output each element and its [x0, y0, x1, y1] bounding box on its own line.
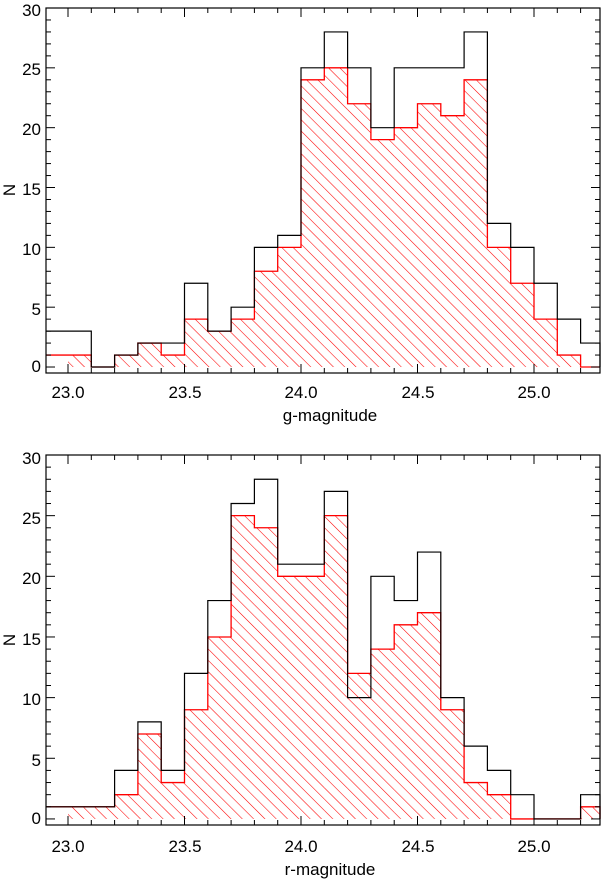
r-y-tick-label: 20 — [22, 569, 41, 588]
r-hatched-bar — [161, 782, 185, 819]
g-total-histogram-outline — [46, 31, 601, 368]
g-y-tick-label: 25 — [22, 60, 41, 79]
g-hatched-bar — [231, 319, 255, 368]
r-magnitude-panel: 23.0 23.5 24.0 24.5 25.0 0 5 10 15 20 25… — [0, 449, 601, 879]
r-y-tick-label: 15 — [22, 630, 41, 649]
r-hatched-bar — [370, 649, 395, 819]
g-hatched-bar — [114, 355, 138, 368]
r-x-tick-label: 24.5 — [401, 837, 434, 856]
r-y-tick-label: 0 — [32, 809, 41, 828]
g-hatched-bar — [184, 319, 208, 368]
g-hatched-bar — [347, 103, 371, 368]
r-x-tick-label: 24.0 — [284, 837, 317, 856]
g-plot-frame — [45, 7, 601, 374]
g-x-tick-label: 24.5 — [401, 383, 434, 402]
r-y-tick-label: 25 — [22, 509, 41, 528]
r-hatched-bar — [207, 636, 232, 819]
r-y-axis-label: N — [0, 634, 19, 646]
g-hatched-bar — [510, 283, 534, 368]
r-y-tick-label: 10 — [22, 690, 41, 709]
g-hatched-bar — [394, 127, 418, 368]
r-hatched-bar — [184, 709, 208, 819]
r-x-axis-label: r-magnitude — [285, 860, 376, 879]
g-hatched-bar — [254, 271, 278, 368]
r-plot-frame — [45, 454, 601, 826]
r-hatched-bar — [487, 794, 511, 819]
r-hatched-bar — [580, 806, 600, 819]
g-hatched-bar — [68, 355, 92, 368]
r-hatched-bar — [231, 515, 255, 819]
g-x-tick-label: 25.0 — [517, 383, 550, 402]
r-hatched-bar — [137, 734, 162, 819]
r-hatched-bar — [301, 576, 325, 819]
g-y-tick-label: 5 — [32, 300, 41, 319]
g-hatched-bar — [557, 355, 581, 368]
g-hatched-bar — [324, 67, 348, 368]
r-x-tick-label: 23.5 — [168, 837, 201, 856]
g-magnitude-panel: 23.0 23.5 24.0 24.5 25.0 0 5 10 15 20 25… — [0, 1, 601, 425]
g-hatched-bar — [161, 355, 185, 368]
r-y-tick-label: 30 — [22, 449, 41, 468]
g-y-axis-label: N — [0, 184, 19, 196]
g-y-tick-label: 20 — [22, 120, 41, 139]
g-hatched-bar — [277, 247, 301, 368]
g-hatched-bar — [370, 139, 395, 368]
g-x-tick-label: 24.0 — [284, 383, 317, 402]
g-x-tick-label: 23.5 — [168, 383, 201, 402]
r-hatched-bar — [114, 794, 138, 819]
r-x-tick-label: 25.0 — [517, 837, 550, 856]
r-hatched-bar — [464, 782, 488, 819]
g-hatched-bar — [487, 247, 511, 368]
g-x-tick-label: 23.0 — [51, 383, 84, 402]
r-hatched-bar — [68, 806, 92, 819]
g-x-axis-label: g-magnitude — [283, 406, 378, 425]
g-hatched-bar — [137, 343, 162, 368]
g-hatched-bar — [301, 79, 325, 368]
r-total-histogram-outline — [46, 478, 601, 820]
g-y-tick-label: 15 — [22, 180, 41, 199]
g-panel-marks — [46, 31, 601, 368]
r-panel-marks — [46, 478, 601, 820]
g-hatched-bar — [207, 331, 232, 368]
r-hatched-bar — [440, 709, 465, 819]
r-hatched-bar — [91, 806, 115, 819]
g-hatched-bar — [440, 115, 465, 368]
g-hatched-bar — [534, 319, 558, 368]
g-y-tick-label: 0 — [32, 357, 41, 376]
g-y-tick-label: 10 — [22, 240, 41, 259]
r-x-tick-label: 23.0 — [51, 837, 84, 856]
r-hatched-bar — [347, 673, 371, 819]
g-axis-ticks — [46, 7, 600, 373]
g-hatched-bar — [464, 79, 488, 368]
g-hatched-bar — [417, 103, 441, 368]
r-hatched-bar — [324, 515, 348, 819]
r-y-tick-label: 5 — [32, 751, 41, 770]
r-hatched-bar — [254, 527, 278, 819]
r-hatched-bar — [417, 612, 441, 819]
r-hatched-bar — [394, 624, 418, 819]
r-hatched-bar — [277, 576, 301, 819]
g-y-tick-label: 30 — [22, 1, 41, 20]
r-axis-ticks — [46, 454, 600, 825]
